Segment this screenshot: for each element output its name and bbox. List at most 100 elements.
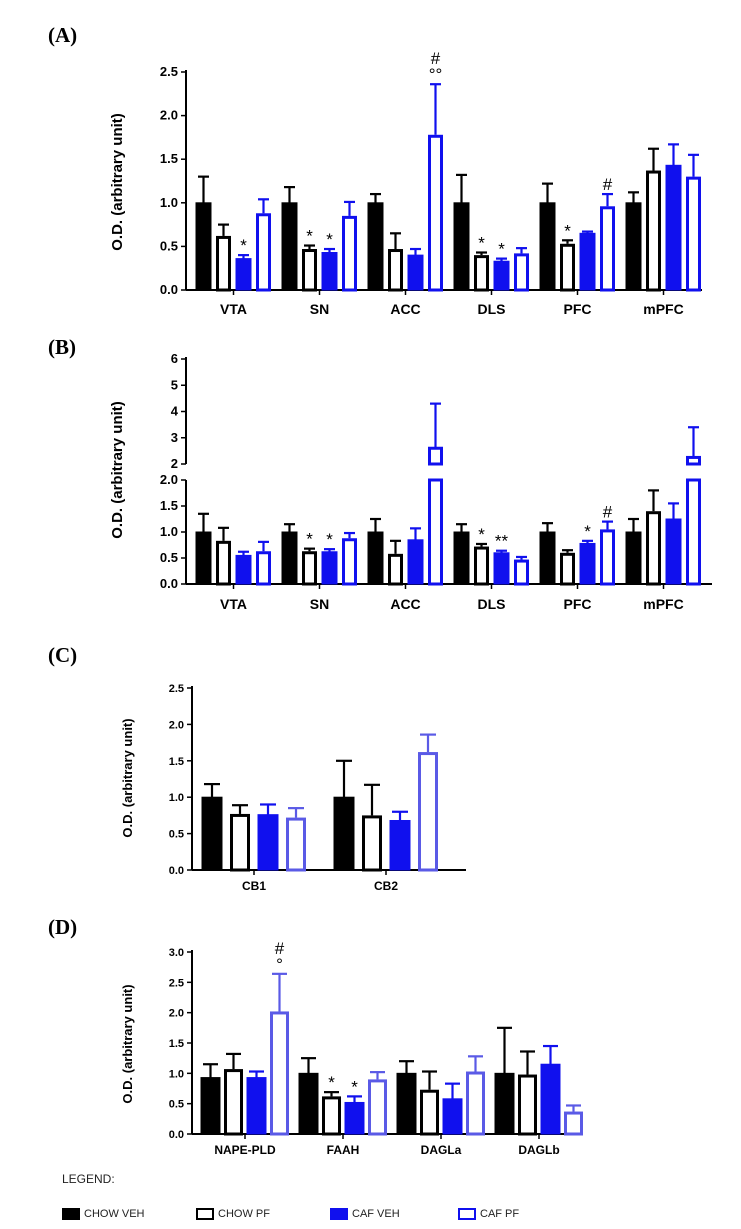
panel-b-annotation: * xyxy=(584,522,591,541)
panel-b-bar-4-2 xyxy=(579,542,596,585)
panel-c-bar-1-3 xyxy=(418,752,438,872)
panel-b-annotation: * xyxy=(478,525,485,544)
panel-b-y-tick-label: 3 xyxy=(171,430,178,445)
panel-d-y-tick-label: 1.0 xyxy=(169,1068,184,1080)
panel-b-bar-1-3 xyxy=(342,538,357,586)
panel-b-y-title: O.D. (arbitrary unit) xyxy=(109,401,126,539)
panel-d-category-label: DAGLa xyxy=(421,1143,462,1157)
panel-d-y-tick-label: 0.0 xyxy=(169,1129,184,1141)
panel-b-y-tick-label: 1.0 xyxy=(160,524,178,539)
panel-b-annotation: * xyxy=(326,530,333,549)
panel-a-bar-0-2 xyxy=(235,258,252,291)
panel-b-bar-2-3-lower xyxy=(428,478,443,586)
panel-a-annotation: * xyxy=(478,234,485,253)
panel-a-bar-0-1 xyxy=(216,235,231,292)
panel-d-category-label: FAAH xyxy=(327,1143,360,1157)
panel-c-bar-0-2 xyxy=(257,814,279,871)
panel-c-bar-1-1 xyxy=(362,815,382,872)
legend-title: LEGEND: xyxy=(62,1172,115,1186)
panel-b-bar-5-2 xyxy=(665,518,682,585)
panel-a-chart: 0.0 0.5 1.0 1.5 2.0 2.5 VTA SN ACC DLS PFC mPFC * * * °… xyxy=(160,49,702,317)
panel-a-bar-5-2 xyxy=(665,164,682,291)
panel-b-bar-5-1 xyxy=(646,511,661,586)
panel-a-bar-0-0 xyxy=(195,202,212,291)
panel-b-bar-0-2 xyxy=(235,554,252,585)
panel-a-y-tick-label: 1.5 xyxy=(160,151,178,166)
panel-d-bar-0-2 xyxy=(246,1077,267,1135)
panel-d-bar-3-1 xyxy=(518,1074,537,1136)
legend-label-caf-pf: CAF PF xyxy=(480,1208,520,1220)
panel-a-bar-5-1 xyxy=(646,170,661,292)
legend-swatch-caf-veh xyxy=(330,1208,348,1220)
panel-b-bar-5-3-lower xyxy=(686,478,701,586)
panel-b-y-tick-label: 4 xyxy=(171,404,179,419)
panel-a-y-title: O.D. (arbitrary unit) xyxy=(109,113,126,251)
panel-c-y-tick-label: 2.0 xyxy=(169,719,184,731)
panel-d-y-tick-label: 1.5 xyxy=(169,1038,184,1050)
panel-b-bar-5-0 xyxy=(625,531,642,585)
panel-d-bar-0-3 xyxy=(270,1011,289,1136)
panel-a-annotation: * xyxy=(240,236,247,255)
panel-a-category-label: PFC xyxy=(564,301,592,317)
panel-b-category-label: PFC xyxy=(564,596,592,612)
panel-d-annotation: ° xyxy=(276,955,283,974)
panel-b-bar-5-3-upper xyxy=(686,455,701,466)
panel-c-y-tick-label: 0.0 xyxy=(169,865,184,877)
panel-a-bar-2-2 xyxy=(407,254,424,291)
panel-d-bar-2-2 xyxy=(442,1098,463,1135)
panel-c-bar-0-3 xyxy=(286,817,306,872)
panel-b-bar-0-3 xyxy=(256,551,271,586)
panel-b-bar-2-2 xyxy=(407,539,424,585)
panel-d-y-title: O.D. (arbitrary unit) xyxy=(120,984,135,1103)
panel-b-bar-4-3 xyxy=(600,529,615,586)
panel-c-category-label: CB2 xyxy=(374,879,398,893)
panel-a-category-label: DLS xyxy=(478,301,506,317)
panel-a-bar-3-0 xyxy=(453,202,470,291)
panel-a-bar-3-1 xyxy=(474,255,489,292)
panel-c-bar-1-2 xyxy=(389,819,411,871)
panel-c-bar-1-0 xyxy=(333,796,355,871)
panel-a-bar-4-1 xyxy=(560,243,575,292)
panel-b-bar-3-1 xyxy=(474,546,489,586)
panel-label-a: (A) xyxy=(48,23,77,47)
panel-a-bar-0-3 xyxy=(256,213,271,292)
panel-a-bar-1-2 xyxy=(321,252,338,291)
panel-b-y-tick-label: 6 xyxy=(171,351,178,366)
panel-label-d: (D) xyxy=(48,915,77,939)
panel-d-annotation: * xyxy=(328,1073,335,1092)
panel-a-bar-4-2 xyxy=(579,232,596,291)
panel-b-category-label: ACC xyxy=(390,596,420,612)
panel-d-bar-2-0 xyxy=(396,1072,417,1135)
panel-d-chart: 0.0 0.5 1.0 1.5 2.0 2.5 3.0 NAPE-PLD FAAH DAGLa DA… xyxy=(169,939,583,1157)
panel-c-bar-0-0 xyxy=(201,796,223,871)
panel-b-bar-0-0 xyxy=(195,531,212,585)
panel-a-category-label: VTA xyxy=(220,301,247,317)
panel-a-bar-2-1 xyxy=(388,249,403,292)
panel-a-bar-5-3 xyxy=(686,176,701,292)
legend-swatch-chow-veh xyxy=(62,1208,80,1220)
panel-b-bar-1-0 xyxy=(281,531,298,585)
panel-d-bar-1-2 xyxy=(344,1101,365,1135)
panel-b-bar-4-1 xyxy=(560,552,575,586)
panel-a-bar-3-3 xyxy=(514,253,529,292)
panel-d-bar-2-1 xyxy=(420,1089,439,1136)
panel-a-bar-5-0 xyxy=(625,202,642,291)
panel-b-bar-4-0 xyxy=(539,531,556,585)
panel-a-category-label: ACC xyxy=(390,301,420,317)
legend-swatch-chow-pf xyxy=(196,1208,214,1220)
panel-d-bar-1-3 xyxy=(368,1079,387,1136)
panel-d-y-tick-label: 2.0 xyxy=(169,1008,184,1020)
panel-a-bar-3-2 xyxy=(493,260,510,291)
panel-b-y-tick-label: 5 xyxy=(171,377,178,392)
panel-a-y-tick-label: 1.0 xyxy=(160,195,178,210)
panel-b-bar-3-0 xyxy=(453,531,470,585)
panel-a-bar-4-3 xyxy=(600,206,615,292)
panel-c-y-tick-label: 0.5 xyxy=(169,829,184,841)
panel-b-annotation: ** xyxy=(495,532,509,551)
legend-label-caf-veh: CAF VEH xyxy=(352,1208,400,1220)
panel-b-y-tick-label: 0.5 xyxy=(160,550,178,565)
panel-d-bar-0-0 xyxy=(200,1077,221,1135)
panel-d-bar-0-1 xyxy=(224,1069,243,1136)
